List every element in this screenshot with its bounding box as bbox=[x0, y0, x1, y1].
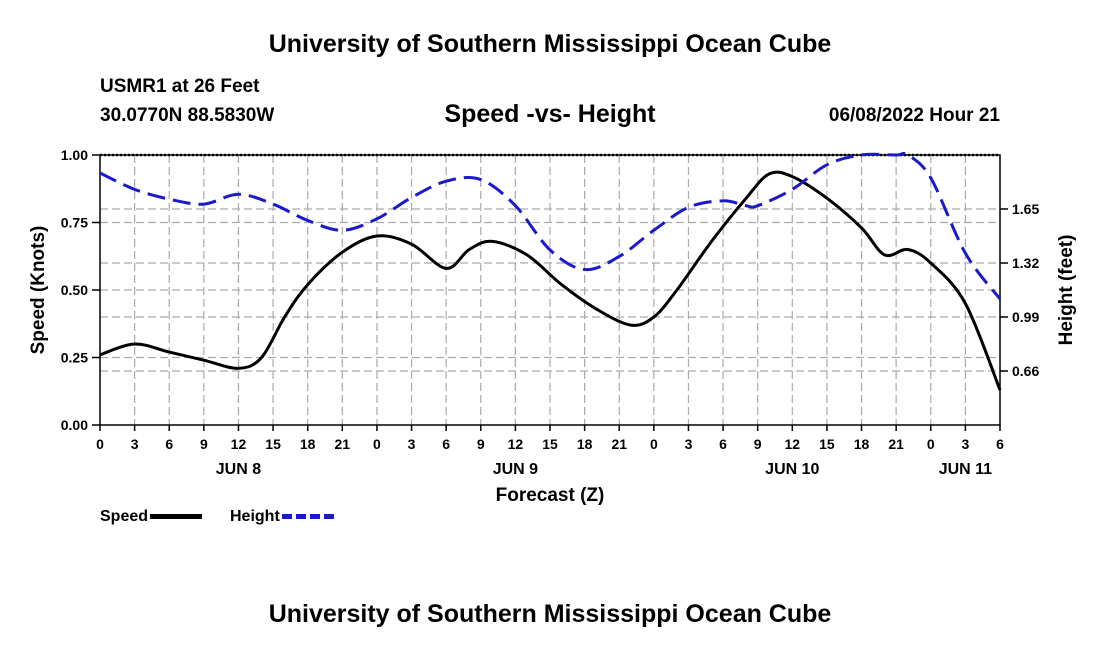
y-tick-label: 1.00 bbox=[61, 147, 88, 163]
legend-height-swatch bbox=[281, 514, 334, 520]
x-tick-label: 15 bbox=[265, 436, 281, 452]
x-tick-label: 0 bbox=[650, 436, 658, 452]
x-tick-label: 15 bbox=[819, 436, 835, 452]
x-tick-label: 9 bbox=[200, 436, 208, 452]
y2-tick-label: 0.66 bbox=[1012, 363, 1039, 379]
chart-title: University of Southern Mississippi Ocean… bbox=[268, 30, 832, 58]
legend-speed-swatch bbox=[150, 514, 203, 520]
y2-tick-label: 0.99 bbox=[1012, 309, 1039, 325]
legend-speed-label: Speed bbox=[100, 508, 149, 525]
x-tick-label: 3 bbox=[131, 436, 139, 452]
footer-title: University of Southern Mississippi Ocean… bbox=[268, 600, 832, 628]
legend-height: Height bbox=[230, 508, 334, 526]
x-tick-label: 3 bbox=[408, 436, 416, 452]
day-label: JUN 10 bbox=[765, 461, 819, 478]
chart-subtitle: Speed -vs- Height bbox=[444, 100, 656, 128]
x-tick-label: 18 bbox=[854, 436, 870, 452]
x-tick-label: 12 bbox=[231, 436, 247, 452]
x-tick-label: 9 bbox=[477, 436, 485, 452]
x-tick-label: 6 bbox=[996, 436, 1004, 452]
legend-speed: Speed bbox=[100, 508, 203, 526]
x-tick-label: 6 bbox=[719, 436, 727, 452]
y2-tick-label: 1.65 bbox=[1012, 201, 1039, 217]
day-label: JUN 8 bbox=[216, 461, 261, 478]
x-tick-label: 0 bbox=[373, 436, 381, 452]
x-tick-label: 9 bbox=[754, 436, 762, 452]
x-tick-label: 12 bbox=[785, 436, 801, 452]
series-line-height bbox=[99, 151, 1002, 300]
x-tick-label: 6 bbox=[442, 436, 450, 452]
y-axis-label: Speed (Knots) bbox=[28, 226, 49, 355]
x-tick-label: 18 bbox=[577, 436, 593, 452]
x-tick-label: 15 bbox=[542, 436, 558, 452]
series-line-speed bbox=[99, 170, 1002, 391]
coordinates-label: 30.0770N 88.5830W bbox=[100, 105, 275, 126]
x-tick-label: 3 bbox=[961, 436, 969, 452]
x-axis-label: Forecast (Z) bbox=[496, 485, 605, 506]
y-tick-label: 0.75 bbox=[61, 215, 88, 231]
x-tick-label: 18 bbox=[300, 436, 316, 452]
x-tick-label: 0 bbox=[927, 436, 935, 452]
x-tick-label: 6 bbox=[165, 436, 173, 452]
y2-axis-label: Height (feet) bbox=[1056, 235, 1077, 346]
x-tick-label: 21 bbox=[335, 436, 351, 452]
date-label: 06/08/2022 Hour 21 bbox=[828, 105, 1000, 126]
y-tick-label: 0.50 bbox=[61, 282, 88, 298]
day-label: JUN 11 bbox=[939, 461, 992, 478]
legend-height-label: Height bbox=[230, 508, 280, 525]
y-tick-label: 0.25 bbox=[61, 350, 88, 366]
x-tick-label: 3 bbox=[685, 436, 693, 452]
station-label: USMR1 at 26 Feet bbox=[100, 76, 260, 97]
x-tick-label: 21 bbox=[611, 436, 627, 452]
y-tick-label: 0.00 bbox=[61, 417, 88, 433]
x-tick-label: 12 bbox=[508, 436, 524, 452]
x-tick-label: 21 bbox=[888, 436, 904, 452]
day-label: JUN 9 bbox=[493, 461, 538, 478]
y2-tick-label: 1.32 bbox=[1012, 255, 1039, 271]
x-tick-label: 0 bbox=[96, 436, 104, 452]
